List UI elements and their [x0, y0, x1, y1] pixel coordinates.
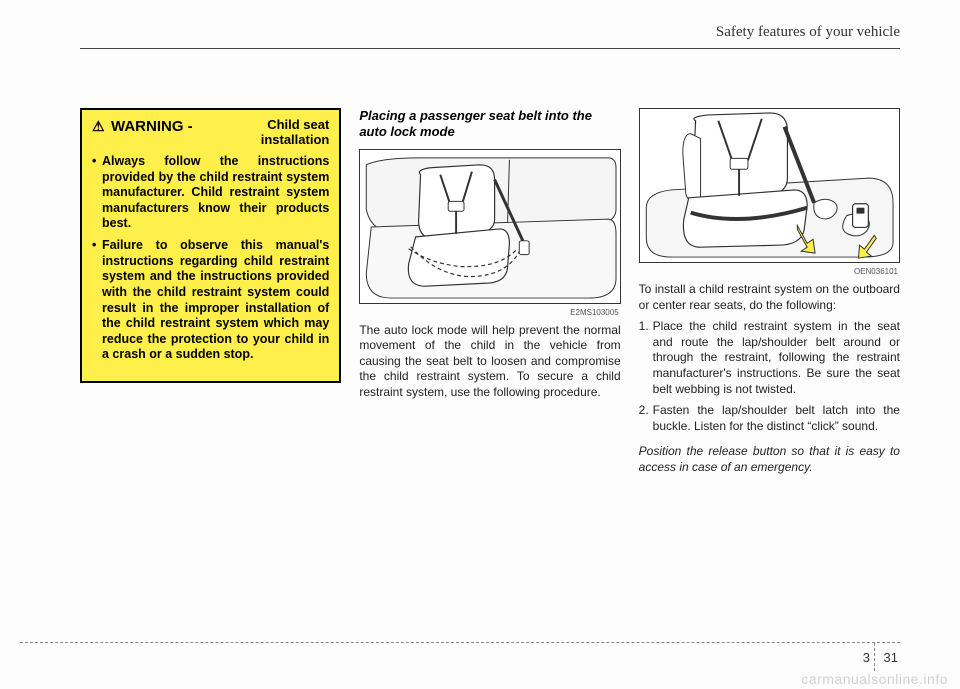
figure-code: OEN036101	[639, 267, 900, 276]
figure-seat-belt-autolock	[359, 149, 620, 304]
section-title: Placing a passenger seat belt into the a…	[359, 108, 620, 141]
warning-bullet: Failure to observe this manu­al's instru…	[92, 238, 329, 363]
warning-header: ⚠ WARNING - Child seat installation	[92, 118, 329, 148]
note-text: Position the release button so that it i…	[639, 444, 900, 475]
column-3: OEN036101 To install a child restraint s…	[639, 108, 900, 619]
content-columns: ⚠ WARNING - Child seat installation Alwa…	[80, 108, 900, 619]
chapter-number: 3	[863, 650, 870, 665]
intro-text: To install a child restraint system on t…	[639, 282, 900, 313]
header-rule	[80, 48, 900, 49]
install-steps: 1.Place the child restraint system in th…	[639, 319, 900, 440]
step-text: Place the child restraint system in the …	[653, 319, 900, 395]
step-1: 1.Place the child restraint system in th…	[639, 319, 900, 397]
warning-bullet: Always follow the instructions provided …	[92, 154, 329, 232]
watermark: carmanualsonline.info	[801, 671, 948, 687]
column-2: Placing a passenger seat belt into the a…	[359, 108, 620, 619]
chapter-title: Safety features of your vehicle	[716, 24, 900, 41]
step-text: Fasten the lap/shoulder belt latch into …	[653, 403, 900, 433]
step-2: 2.Fasten the lap/shoulder belt latch int…	[639, 403, 900, 434]
seat-illustration-icon	[360, 150, 619, 303]
paragraph: The auto lock mode will help prevent the…	[359, 323, 620, 401]
manual-page: Safety features of your vehicle ⚠ WARNIN…	[0, 0, 960, 689]
warning-list: Always follow the instructions provided …	[92, 154, 329, 363]
figure-buckle-latch	[639, 108, 900, 263]
warning-label: WARNING -	[111, 118, 193, 135]
buckle-illustration-icon	[640, 109, 899, 262]
footer-dashline-vert	[874, 643, 875, 671]
warning-subtitle: Child seat installation	[261, 118, 330, 148]
footer-dashline	[20, 642, 900, 643]
figure-code: E2MS103005	[359, 308, 620, 317]
warning-box: ⚠ WARNING - Child seat installation Alwa…	[80, 108, 341, 383]
warning-icon: ⚠	[92, 118, 105, 135]
column-1: ⚠ WARNING - Child seat installation Alwa…	[80, 108, 341, 619]
page-number: 31	[884, 650, 898, 665]
